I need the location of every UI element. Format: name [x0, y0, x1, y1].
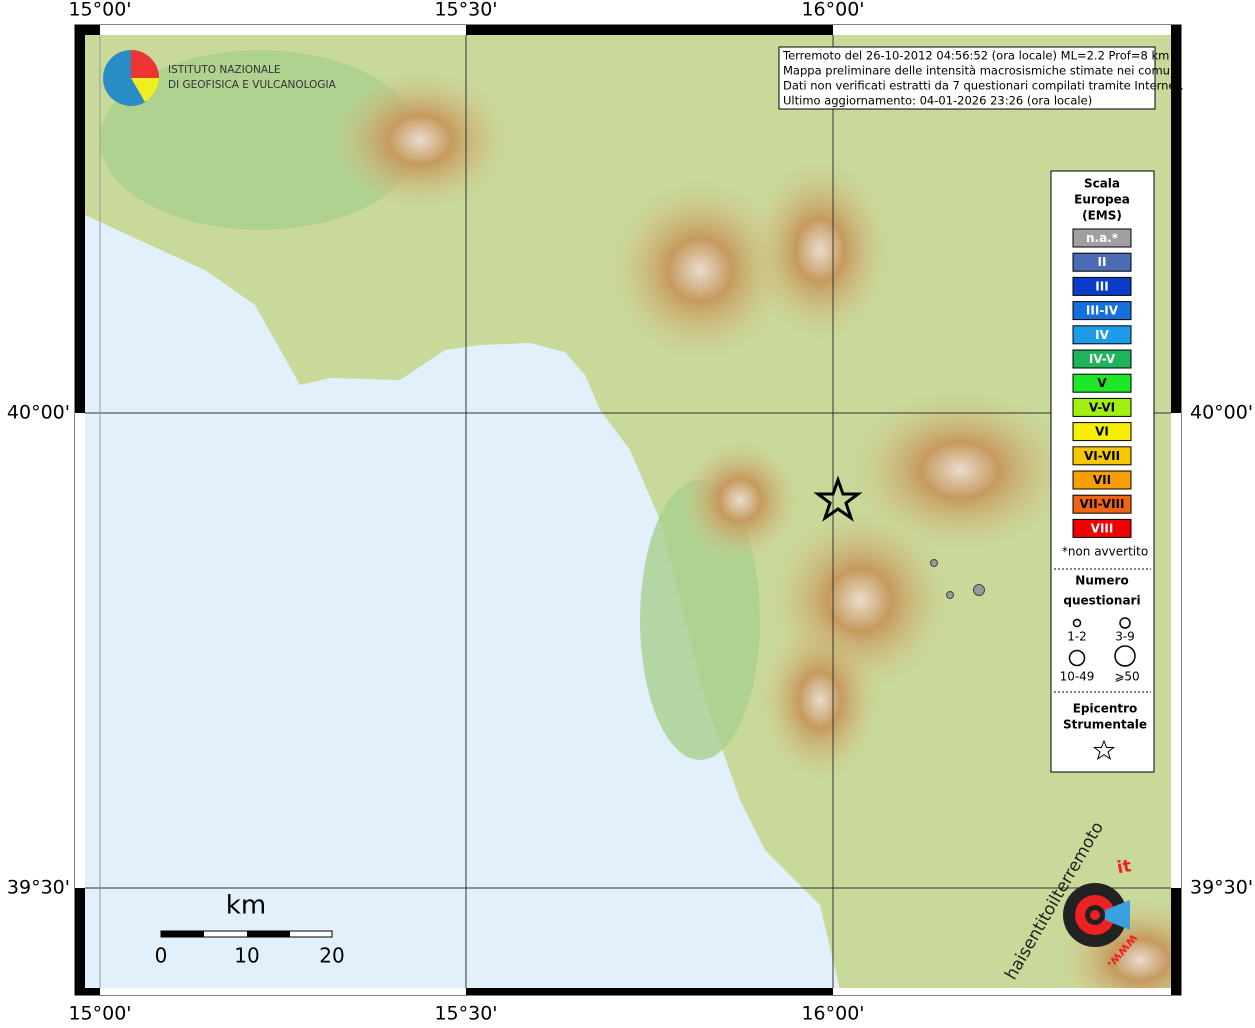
legend-label: VI [1095, 425, 1109, 439]
legend-title: (EMS) [1082, 209, 1122, 223]
legend-label: V-VI [1089, 400, 1115, 414]
lon-label: 16°00' [801, 0, 864, 21]
brand-logo [1063, 883, 1130, 947]
logo-text: ISTITUTO NAZIONALE [168, 64, 281, 76]
legend-title: Scala [1084, 177, 1120, 191]
brand-text: it [1116, 856, 1133, 878]
legend-swatch [1072, 252, 1132, 272]
legend-swatch [1072, 446, 1132, 466]
lon-label: 15°00' [68, 1003, 131, 1025]
lat-label: 39°30' [7, 877, 70, 899]
size-label: ⩾50 [1114, 670, 1139, 684]
legend-swatch [1072, 228, 1132, 248]
legend-swatch [1072, 276, 1132, 296]
lat-label: 39°30' [1190, 877, 1253, 899]
legend-label: n.a.* [1086, 231, 1119, 245]
epicenter [813, 475, 863, 522]
scale-label: 0 [155, 944, 168, 968]
legend-note: *non avvertito [1062, 545, 1148, 559]
legend-star [1092, 739, 1116, 761]
size-symbol [1119, 617, 1131, 629]
legend-label: V [1097, 376, 1107, 390]
legend-title: questionari [1063, 594, 1140, 608]
lon-label: 16°00' [801, 1003, 864, 1025]
lat-label: 40°00' [7, 402, 70, 424]
legend-swatch [1072, 470, 1132, 490]
lon-label: 15°30' [434, 0, 497, 21]
info-line: Terremoto del 26-10-2012 04:56:52 (ora l… [782, 49, 1169, 63]
legend-label: III [1095, 279, 1108, 293]
legend-swatch [1072, 349, 1132, 369]
legend-title: Numero [1075, 574, 1128, 588]
scale-unit: km [226, 891, 266, 921]
legend-swatch [1072, 325, 1132, 345]
size-label: 10-49 [1060, 670, 1095, 684]
info-line: Dati non verificati estratti da 7 questi… [783, 79, 1184, 93]
legend-title: Strumentale [1063, 718, 1147, 732]
legend-label: III-IV [1086, 304, 1119, 318]
scale-bar [160, 930, 333, 938]
lon-label: 15°30' [434, 1003, 497, 1025]
questionnaire-points [930, 559, 985, 599]
scale-label: 20 [319, 944, 344, 968]
legend-swatch [1072, 518, 1132, 538]
terrain [85, 35, 1171, 988]
legend-label: VII [1093, 473, 1111, 487]
legend-swatch [1072, 373, 1132, 393]
info-line: Ultimo aggiornamento: 04-01-2026 23:26 (… [783, 94, 1092, 108]
legend-swatch [1072, 422, 1132, 442]
legend-swatch [1072, 494, 1132, 514]
legend-label: II [1098, 255, 1107, 269]
size-symbol [1072, 618, 1082, 628]
logo-text: DI GEOFISICA E VULCANOLOGIA [168, 79, 337, 91]
info-line: Mappa preliminare delle intensità macros… [783, 64, 1180, 78]
graticule [85, 35, 1171, 988]
legend-label: VI-VII [1084, 449, 1120, 463]
inst-logo [103, 50, 159, 106]
size-symbol [1114, 645, 1136, 667]
legend-title: Epicentro [1073, 702, 1138, 716]
legend-label: VIII [1091, 521, 1114, 535]
legend-label: IV-V [1089, 352, 1116, 366]
lat-label: 40°00' [1190, 402, 1253, 424]
scale-label: 10 [234, 944, 259, 968]
legend-swatch [1072, 397, 1132, 417]
size-symbol [1068, 649, 1086, 667]
legend-swatch [1072, 301, 1132, 321]
legend-label: VII-VIII [1079, 497, 1124, 511]
size-label: 1-2 [1067, 630, 1087, 644]
legend-title: Europea [1074, 193, 1130, 207]
lon-label: 15°00' [68, 0, 131, 21]
size-label: 3-9 [1115, 630, 1135, 644]
info-box [778, 46, 1156, 110]
frame [74, 24, 1182, 996]
legend-label: IV [1095, 328, 1109, 342]
